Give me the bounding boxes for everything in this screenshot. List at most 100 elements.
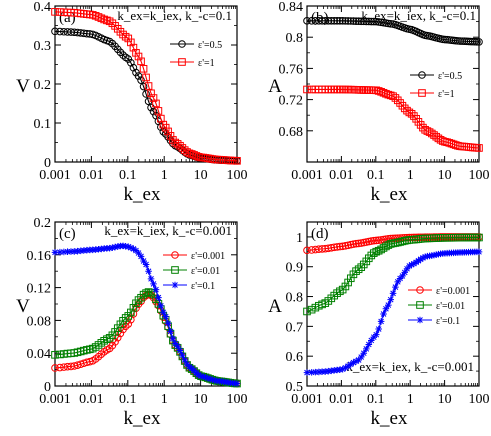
data-point — [155, 294, 162, 301]
y-tick-label: 1 — [296, 231, 303, 246]
data-point — [475, 233, 483, 242]
data-point — [471, 37, 479, 46]
y-tick-label: 0 — [44, 380, 51, 395]
data-point — [369, 249, 378, 257]
legend-entry: ε'=1 — [170, 58, 215, 69]
legend-label: ε'=0.001 — [191, 251, 225, 262]
data-point — [51, 351, 59, 359]
x-tick-label: 100 — [227, 168, 248, 183]
data-point — [341, 282, 350, 291]
data-point — [344, 362, 352, 370]
data-point — [401, 269, 409, 276]
data-point — [157, 123, 165, 131]
data-point — [307, 246, 316, 254]
data-point — [357, 17, 366, 26]
data-point — [105, 17, 114, 26]
y-tick-label: 0.2 — [34, 216, 52, 231]
data-point — [164, 320, 172, 327]
data-point — [176, 141, 184, 150]
data-point — [330, 17, 339, 25]
data-point — [384, 19, 393, 28]
data-point — [377, 318, 385, 325]
data-point — [79, 29, 88, 38]
legend-label: ε'=0.001 — [436, 286, 470, 297]
data-point — [137, 76, 145, 84]
panel-1: 0.001 0.01 0.1 1 10 100 0.68 0.72 0.76 0.8 0.84 k_e… — [268, 0, 489, 205]
x-tick-label: 0.1 — [119, 168, 137, 183]
series-1 — [303, 85, 483, 152]
x-tick-label: 10 — [194, 168, 208, 183]
legend-entry: ε'=0.001 — [408, 286, 470, 297]
data-point — [150, 280, 157, 288]
data-point — [349, 17, 358, 25]
y-tick-label: 0.1 — [34, 117, 52, 132]
x-tick-label: 0.001 — [39, 392, 71, 407]
data-point — [473, 38, 481, 46]
data-point — [103, 335, 111, 343]
plot-frame — [306, 221, 480, 387]
data-point — [350, 359, 357, 366]
data-point — [377, 87, 385, 96]
data-point — [393, 96, 402, 105]
data-point — [372, 331, 380, 338]
data-point — [374, 87, 383, 95]
data-point — [327, 244, 336, 252]
data-point — [365, 17, 373, 26]
data-point — [119, 30, 127, 39]
data-point — [51, 8, 59, 16]
data-point — [162, 313, 169, 320]
data-point — [60, 27, 68, 36]
x-axis-label: k_ex — [371, 184, 408, 205]
data-point — [303, 17, 311, 25]
y-tick-label: 0.2 — [34, 78, 52, 93]
y-tick-label: 0.76 — [279, 62, 304, 77]
legend-entry: ε'=0.01 — [408, 301, 465, 312]
y-tick-label: 0.6 — [286, 350, 304, 365]
data-point — [380, 310, 387, 318]
legend-marker — [171, 251, 179, 259]
series-1 — [51, 288, 241, 388]
data-point — [372, 247, 381, 256]
data-point — [369, 17, 378, 26]
data-point — [341, 242, 350, 250]
data-point — [399, 272, 406, 280]
data-point — [109, 244, 116, 251]
data-point — [387, 296, 395, 303]
data-point — [56, 8, 64, 16]
panel-annotation: k_ex=k_iex, k_-c=0.1 — [117, 8, 232, 23]
data-point — [174, 343, 181, 350]
series-0 — [51, 290, 241, 388]
data-point — [130, 245, 137, 253]
data-point — [137, 253, 145, 260]
data-point — [137, 57, 145, 66]
data-point — [233, 157, 241, 165]
x-axis-label: k_ex — [371, 408, 408, 429]
data-point — [406, 262, 413, 270]
y-tick-label: 0.5 — [286, 380, 304, 395]
data-point — [173, 140, 182, 148]
data-point — [233, 380, 241, 387]
legend-label: ε'=0.5 — [198, 40, 222, 51]
data-point — [127, 308, 135, 317]
data-point — [336, 17, 344, 25]
legend-label: ε'=0.1 — [436, 316, 460, 327]
legend-entry: ε'=0.5 — [410, 71, 462, 82]
data-point — [344, 17, 352, 25]
x-tick-label: 100 — [469, 168, 490, 183]
data-point — [415, 257, 422, 265]
x-tick-label: 0.01 — [329, 168, 354, 183]
data-point — [389, 290, 397, 297]
data-point — [116, 329, 125, 338]
data-point — [389, 92, 397, 100]
data-point — [129, 43, 138, 52]
data-point — [352, 239, 360, 248]
data-point — [396, 99, 404, 107]
panel-3: 0.001 0.01 0.1 1 10 1000.50.60.70.80.91k_exA(… — [268, 221, 490, 429]
data-point — [116, 27, 125, 36]
data-point — [339, 365, 346, 373]
data-point — [56, 27, 64, 36]
y-tick-label: 0.3 — [34, 39, 52, 54]
data-point — [149, 107, 158, 116]
data-point — [169, 335, 177, 342]
data-point — [342, 364, 349, 372]
